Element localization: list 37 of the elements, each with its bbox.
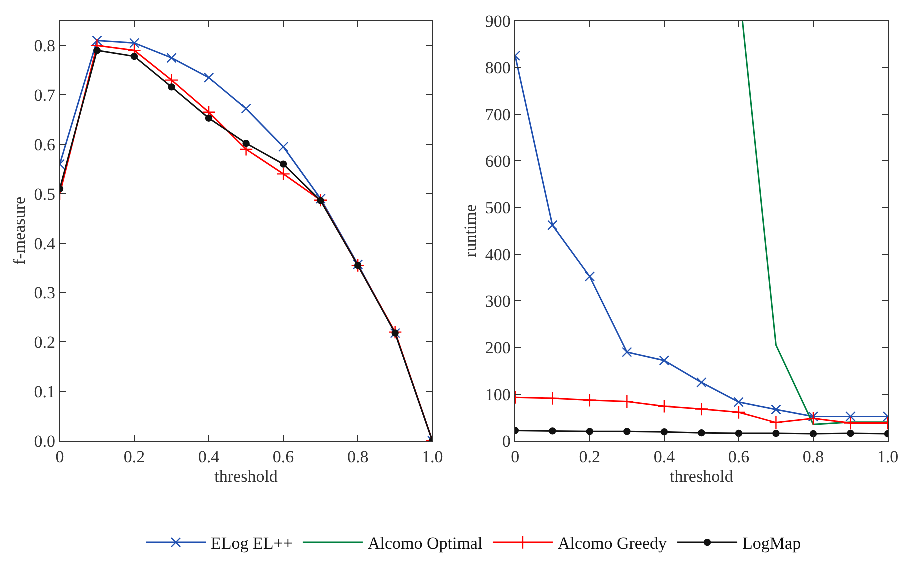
y-tick-label: 0.8 [34,36,56,56]
y-tick-label: 0.0 [34,432,56,451]
y-tick-label: 0.2 [34,333,56,352]
x-tick-label: 0.2 [124,448,146,466]
x-tick-label: 1.0 [422,448,444,466]
y-tick-label: 200 [485,338,511,358]
y-tick-label: 0.4 [34,234,56,254]
y-tick-label: 900 [485,12,511,31]
y-axis-title: f-measure [10,197,29,265]
y-tick-label: 0.3 [34,284,56,303]
x-tick-label: 0.8 [347,448,369,466]
x-tick-label: 0.6 [728,448,750,466]
x-tick-label: 0.8 [802,448,824,466]
y-tick-label: 100 [485,385,511,404]
x-tick-label: 0.4 [654,448,676,466]
y-axis-title: runtime [460,204,480,258]
y-tick-label: 0.5 [34,184,56,204]
x-tick-label: 1.0 [877,448,899,466]
x-axis-title: threshold [670,466,734,486]
y-tick-label: 400 [485,245,511,264]
x-axis-title: threshold [214,466,278,486]
y-tick-label: 500 [485,198,511,218]
y-tick-label: 0 [502,432,511,451]
x-tick-label: 0.2 [579,448,601,466]
y-tick-label: 700 [485,105,511,124]
legend-label: LogMap [742,534,802,554]
legend-label: ELog EL++ [211,534,293,554]
legend-label: Alcomo Optimal [368,534,483,554]
y-tick-label: 300 [485,292,511,311]
legend-label: Alcomo Greedy [558,534,668,554]
y-tick-label: 0.1 [34,382,56,402]
y-tick-label: 800 [485,58,511,78]
x-tick-label: 0.6 [272,448,294,466]
x-tick-label: 0.4 [198,448,220,466]
y-tick-label: 0.7 [34,86,56,106]
y-tick-label: 0.6 [34,135,56,154]
y-tick-label: 600 [485,152,511,171]
